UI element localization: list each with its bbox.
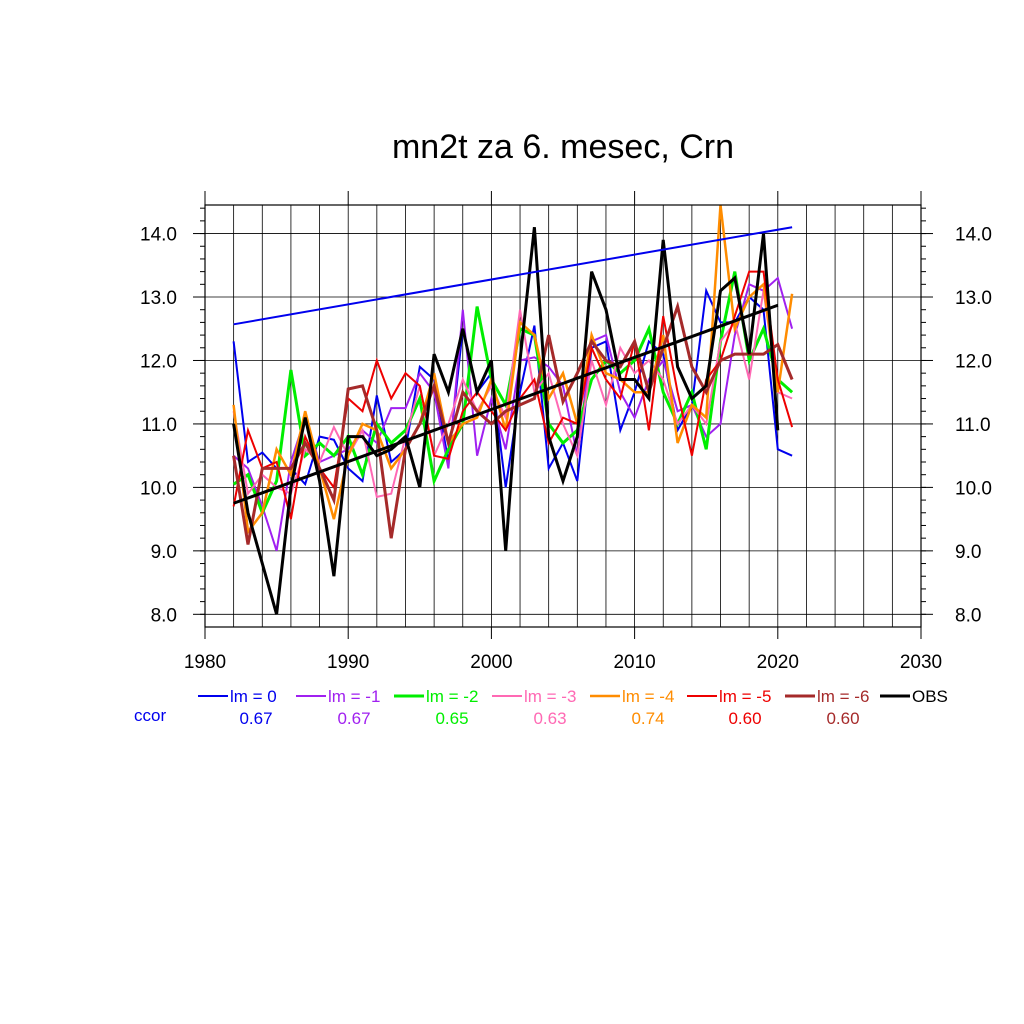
legend-label-4: lm = -4 bbox=[622, 687, 674, 706]
y-axis-ticks: 8.0 8.0 9.0 9.0 10.0 10.0 11.0 11.0 12.0 12.0 13.0… bbox=[140, 207, 992, 626]
y-tick-label-right: 14.0 bbox=[955, 225, 992, 246]
chart-title: mn2t za 6. mesec, Crn bbox=[392, 128, 734, 166]
legend-ccor-2: 0.65 bbox=[435, 709, 468, 728]
legend-label-0: lm = 0 bbox=[230, 687, 277, 706]
y-tick-label-right: 11.0 bbox=[955, 415, 991, 436]
series-line-5 bbox=[232, 270, 794, 520]
x-tick-label: 2030 bbox=[900, 652, 942, 673]
x-tick-label: 2020 bbox=[757, 652, 799, 673]
y-tick-label-right: 9.0 bbox=[955, 542, 981, 563]
series-group bbox=[232, 204, 794, 615]
legend-label-1: lm = -1 bbox=[328, 687, 380, 706]
series-line-4 bbox=[232, 204, 794, 536]
legend: ccor lm = 0 0.67 lm = -1 0.67 lm = -2 0.65 lm … bbox=[134, 687, 948, 728]
trend-line-1 bbox=[233, 303, 779, 505]
legend-ccor-4: 0.74 bbox=[631, 709, 664, 728]
ccor-label: ccor bbox=[134, 706, 166, 725]
x-tick-label: 1980 bbox=[184, 652, 226, 673]
legend-ccor-3: 0.63 bbox=[533, 709, 566, 728]
y-tick-label-right: 8.0 bbox=[955, 605, 981, 626]
series-line-6 bbox=[232, 301, 794, 545]
legend-label-2: lm = -2 bbox=[426, 687, 478, 706]
legend-label-6: lm = -6 bbox=[817, 687, 869, 706]
legend-ccor-5: 0.60 bbox=[728, 709, 761, 728]
series-line-7 bbox=[232, 227, 780, 615]
legend-label-5: lm = -5 bbox=[719, 687, 771, 706]
x-tick-label: 1990 bbox=[327, 652, 369, 673]
y-tick-label-right: 13.0 bbox=[955, 288, 992, 309]
y-tick-label-left: 10.0 bbox=[140, 478, 177, 499]
y-tick-label-right: 12.0 bbox=[955, 351, 992, 372]
plot-frame bbox=[204, 204, 922, 628]
y-tick-label-left: 12.0 bbox=[140, 351, 177, 372]
legend-ccor-0: 0.67 bbox=[239, 709, 272, 728]
y-tick-label-left: 14.0 bbox=[140, 225, 177, 246]
y-tick-label-left: 13.0 bbox=[140, 288, 177, 309]
plot-border bbox=[204, 204, 922, 628]
legend-label-3: lm = -3 bbox=[524, 687, 576, 706]
legend-ccor-6: 0.60 bbox=[826, 709, 859, 728]
y-tick-label-left: 9.0 bbox=[151, 542, 177, 563]
y-tick-label-left: 11.0 bbox=[141, 415, 177, 436]
legend-label-7: OBS bbox=[912, 687, 948, 706]
legend-ccor-1: 0.67 bbox=[337, 709, 370, 728]
x-tick-label: 2000 bbox=[470, 652, 512, 673]
trend-line-0 bbox=[233, 226, 793, 326]
x-tick-label: 2010 bbox=[613, 652, 655, 673]
y-tick-label-left: 8.0 bbox=[151, 605, 177, 626]
x-axis-ticks: 1980 1990 2000 2010 2020 2030 bbox=[184, 191, 942, 673]
y-tick-label-right: 10.0 bbox=[955, 478, 992, 499]
